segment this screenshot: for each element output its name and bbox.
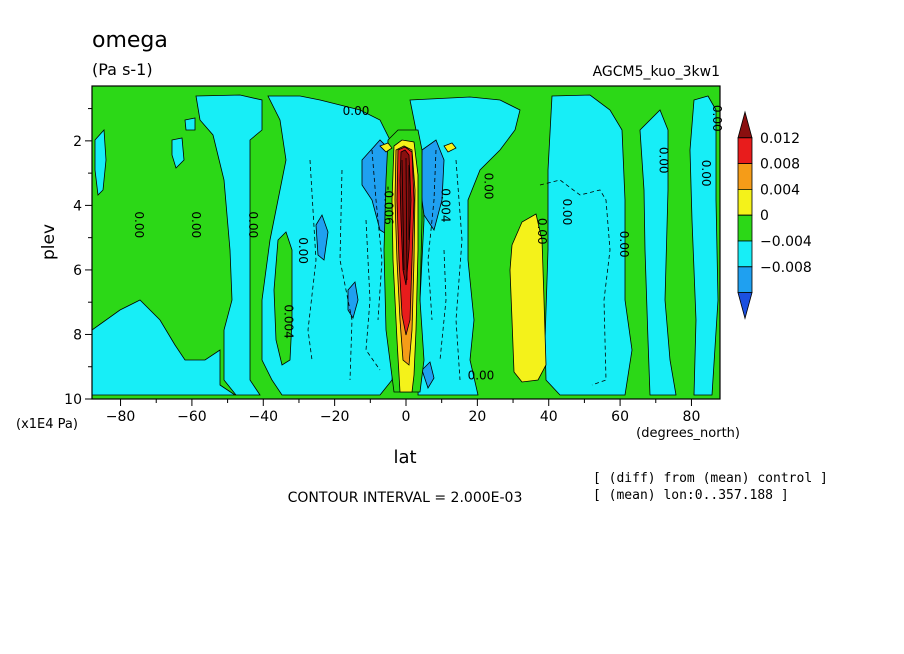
x-tick-label: 0: [402, 409, 411, 425]
y-tick-label: 10: [64, 392, 82, 408]
contour-label: 0.00: [535, 218, 549, 245]
x-tick-label: 40: [540, 409, 558, 425]
x-axis-label: lat: [393, 447, 416, 468]
colorbar: 0.012 0.008 0.004 0 −0.004 −0.008: [737, 110, 812, 320]
cyan-region: [689, 95, 719, 396]
colorbar-label: 0.008: [760, 157, 800, 173]
cyan-region: [639, 109, 677, 396]
yellow-region: [443, 142, 457, 153]
contour-label: 0.00: [296, 237, 310, 264]
cyan-region: [171, 137, 185, 169]
colorbar-swatch: [737, 240, 753, 268]
note-mean: [ (mean) lon:0..357.188 ]: [593, 488, 789, 503]
colorbar-swatch: [737, 214, 753, 242]
blue-region: [347, 281, 359, 319]
x-tick-label: −20: [320, 409, 350, 425]
y-tick-label: 4: [73, 198, 82, 214]
blue-region: [421, 361, 435, 389]
cyan-region: [195, 94, 263, 396]
yellow-region: [379, 142, 393, 153]
contour-label: 0.004: [439, 188, 453, 222]
colorbar-swatch: [737, 189, 753, 216]
cyan-region: [92, 299, 237, 396]
experiment-label: AGCM5_kuo_3kw1: [593, 64, 720, 80]
x-axis: −80 −60 −40 −20 0 20 40 60 80: [106, 399, 701, 425]
colorbar-swatch: [737, 137, 753, 164]
x-tick-label: 20: [468, 409, 486, 425]
x-tick-label: −40: [248, 409, 278, 425]
contour-label: 0.00: [132, 211, 146, 238]
colorbar-swatch: [737, 163, 753, 190]
cyan-region: [184, 117, 196, 131]
colorbar-label: −0.008: [760, 260, 812, 276]
contour-label: 0.00: [343, 104, 370, 118]
colorbar-swatch: [737, 266, 753, 293]
contour-field: [92, 86, 720, 399]
colorbar-swatch: [737, 292, 753, 320]
contour-label: 0.00: [656, 147, 670, 174]
contour-label: 0.00: [710, 105, 724, 132]
colorbar-swatch: [737, 110, 753, 139]
cyan-region: [94, 129, 107, 196]
contour-label: -0.006: [382, 186, 396, 225]
contour-lines: [401, 157, 410, 281]
contour-label: 0.00: [617, 231, 631, 258]
contour-label: 0.00: [468, 369, 495, 383]
colorbar-label: 0.004: [760, 182, 800, 198]
y-tick-label: 8: [73, 327, 82, 343]
y-axis-label: plev: [39, 224, 59, 260]
y-tick-label: 2: [73, 134, 82, 150]
contour-labels: 0.00 0.00 0.00 0.00 0.004 0.00 -0.006 0.004 0.00…: [132, 104, 724, 383]
contour-label: 0.00: [560, 198, 574, 225]
dashed-contours: [307, 149, 611, 386]
x-axis-units: (degrees_north): [636, 426, 740, 441]
contour-interval: CONTOUR INTERVAL = 2.000E-03: [288, 490, 523, 506]
contour-label: 0.004: [282, 304, 296, 338]
blue-region: [315, 214, 329, 261]
y-axis-units: (x1E4 Pa): [16, 417, 78, 432]
note-diff: [ (diff) from (mean) control ]: [593, 471, 828, 486]
colorbar-label: 0.012: [760, 131, 800, 147]
yellow-region: [509, 213, 547, 383]
contour-label: 0.00: [482, 173, 496, 200]
green-region: [273, 231, 293, 366]
contour-label: 0.00: [189, 211, 203, 238]
contour-label: 0.00: [246, 211, 260, 238]
x-tick-label: 60: [611, 409, 629, 425]
y-axis: 2 4 6 8 10: [64, 108, 92, 408]
x-tick-label: −80: [106, 409, 136, 425]
y-tick-label: 6: [73, 263, 82, 279]
x-tick-label: 80: [683, 409, 701, 425]
chart-units: (Pa s-1): [92, 60, 153, 79]
x-tick-label: −60: [177, 409, 207, 425]
colorbar-label: 0: [760, 208, 769, 224]
contour-label: 0.00: [699, 160, 713, 187]
cyan-region: [544, 94, 633, 396]
colorbar-label: −0.004: [760, 234, 812, 250]
chart-title: omega: [92, 28, 168, 53]
